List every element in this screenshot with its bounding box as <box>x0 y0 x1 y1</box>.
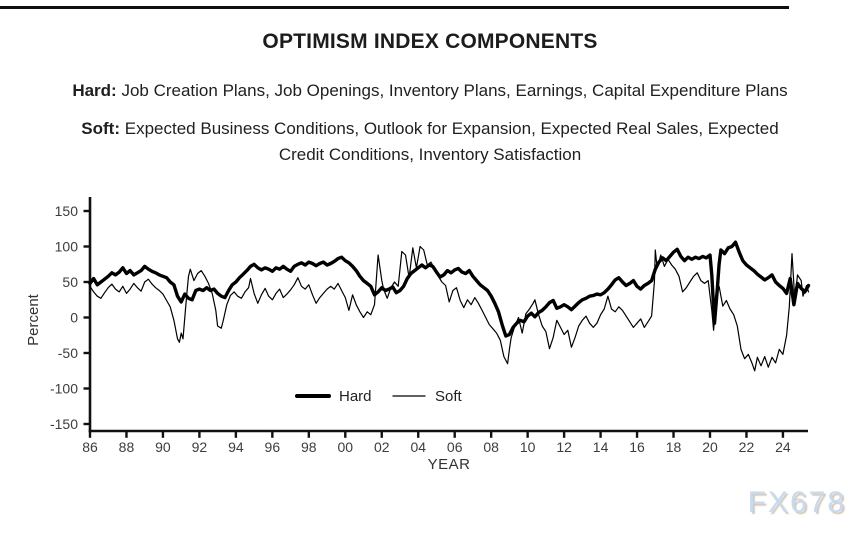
y-tick-label: 150 <box>55 203 79 219</box>
soft-label: Soft: <box>81 119 121 138</box>
hard-list: Job Creation Plans, Job Openings, Invent… <box>121 81 788 100</box>
x-tick-label: 08 <box>483 439 499 455</box>
soft-components-description: Soft: Expected Business Conditions, Outl… <box>30 116 830 169</box>
x-tick-label: 96 <box>265 439 281 455</box>
y-tick-label: 100 <box>55 238 79 254</box>
x-tick-label: 14 <box>593 439 609 455</box>
x-tick-label: 02 <box>374 439 390 455</box>
x-tick-label: 86 <box>82 439 98 455</box>
series-line-soft <box>89 245 810 372</box>
x-tick-label: 16 <box>629 439 645 455</box>
x-tick-label: 98 <box>301 439 317 455</box>
fx678-watermark: FX678 <box>747 486 846 519</box>
x-tick-label: 10 <box>520 439 536 455</box>
chart-area: 150 100 50 0 -50 -100 -150 86 88 90 92 94 96 98 00 02 04… <box>0 185 860 497</box>
hard-label: Hard: <box>72 81 117 100</box>
legend-label-hard: Hard <box>339 388 372 405</box>
page-title: OPTIMISM INDEX COMPONENTS <box>262 30 598 53</box>
x-tick-label: 00 <box>338 439 354 455</box>
x-tick-label: 94 <box>228 439 244 455</box>
y-tick-label: 50 <box>62 274 78 290</box>
y-tick-label: -150 <box>50 416 78 432</box>
x-tick-label: 18 <box>666 439 682 455</box>
series-line-hard <box>88 240 811 338</box>
y-tick-label: 0 <box>70 309 78 325</box>
x-tick-label: 20 <box>702 439 718 455</box>
x-axis-title: YEAR <box>428 456 471 473</box>
top-divider-rule <box>0 6 789 9</box>
y-tick-label: -50 <box>58 345 78 361</box>
x-tick-label: 90 <box>155 439 171 455</box>
y-tick-label: -100 <box>50 380 78 396</box>
x-tick-label: 22 <box>739 439 755 455</box>
x-tick-label: 06 <box>447 439 463 455</box>
x-tick-label: 92 <box>192 439 208 455</box>
soft-list-line1: Expected Business Conditions, Outlook fo… <box>124 119 779 138</box>
soft-list-line2: Credit Conditions, Inventory Satisfactio… <box>278 145 582 165</box>
legend-label-soft: Soft <box>435 388 463 405</box>
x-tick-label: 88 <box>119 439 135 455</box>
x-tick-label: 12 <box>556 439 572 455</box>
y-axis-title: Percent <box>25 293 42 346</box>
x-tick-label: 24 <box>775 439 791 455</box>
x-tick-label: 04 <box>410 439 426 455</box>
hard-components-description: Hard: Job Creation Plans, Job Openings, … <box>30 78 830 104</box>
